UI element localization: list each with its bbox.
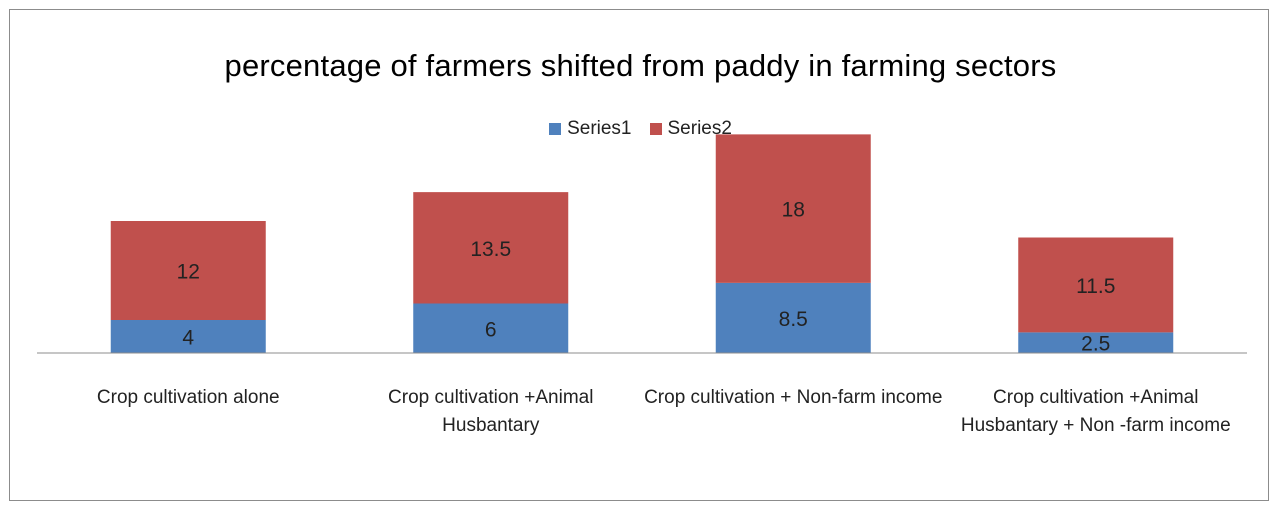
bar-series2-3 [1018,237,1174,333]
legend-label-series1: Series1 [567,118,632,139]
bar-series1-2 [715,282,871,353]
legend-swatch-series2 [649,123,662,135]
bar-series1-0 [110,320,266,353]
chart-title: percentage of farmers shifted from paddy… [224,48,1057,83]
data-label-series1-0: 4 [182,327,194,350]
data-label-series2-1: 13.5 [470,238,511,261]
bar-series2-0 [110,221,266,320]
category-label-1: Crop cultivation +Animal Husbantary [388,387,594,436]
data-label-series1-2: 8.5 [779,308,808,331]
data-label-series2-3: 11.5 [1076,275,1115,298]
data-label-series2-2: 18 [782,199,805,222]
bar-series2-1 [413,192,569,304]
legend: Series1 Series2 [0,118,1281,140]
category-label-2: Crop cultivation + Non-farm income [644,387,943,408]
data-label-series1-1: 6 [485,318,497,341]
legend-label-series2: Series2 [667,118,732,139]
data-label-series1-3: 2.5 [1081,333,1110,356]
category-label-3: Crop cultivation +Animal Husbantary + No… [960,387,1231,436]
legend-item-series1: Series1 [549,118,632,140]
category-label-0: Crop cultivation alone [96,387,280,408]
legend-swatch-series1 [549,123,562,135]
data-label-series2-0: 12 [177,261,200,284]
bar-series1-3 [1018,332,1174,353]
bar-series2-2 [715,134,871,283]
bar-series1-1 [413,303,569,353]
legend-item-series2: Series2 [649,118,732,140]
